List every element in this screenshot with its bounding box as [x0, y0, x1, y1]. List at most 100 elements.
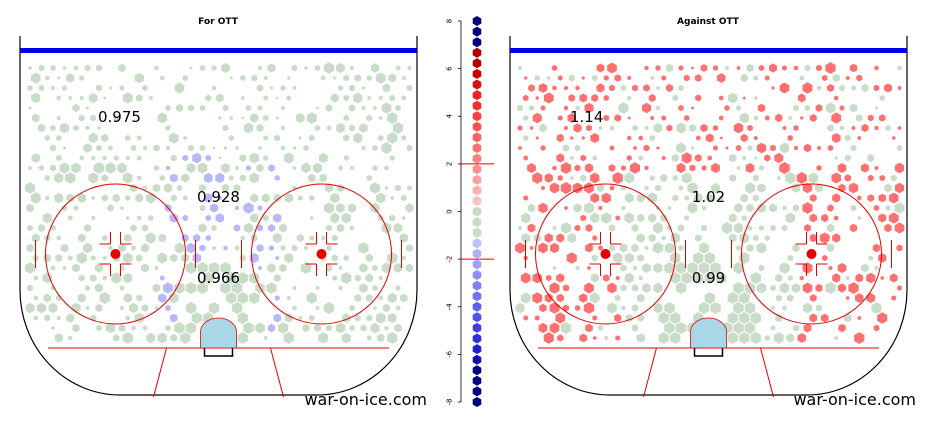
hex-cell: [802, 302, 813, 314]
hex-cell: [567, 232, 577, 244]
hex-cell: [562, 304, 570, 312]
hex-cell: [825, 102, 836, 114]
hex-cell: [631, 304, 639, 312]
hex-cell: [389, 214, 396, 222]
hex-cell: [84, 64, 91, 72]
hex-layer: [515, 62, 905, 344]
hex-cell: [50, 224, 56, 232]
hex-cell: [331, 234, 338, 242]
hex-cell: [280, 145, 286, 151]
goal-net: [693, 348, 724, 357]
hex-cell: [643, 144, 650, 152]
hex-cell: [359, 283, 368, 293]
hex-cell: [123, 293, 132, 303]
hex-cell: [239, 174, 246, 182]
hex-cell: [124, 233, 132, 243]
hex-cell: [366, 314, 373, 322]
zone-value-point: 1.14: [570, 108, 603, 126]
hex-cell: [256, 124, 264, 132]
hex-cell: [590, 193, 600, 203]
hex-cell: [849, 63, 858, 73]
hex-cell: [845, 75, 850, 81]
hex-cell: [632, 265, 638, 271]
hex-cell: [650, 75, 655, 81]
hex-cell: [532, 112, 542, 124]
hex-cell: [96, 64, 102, 72]
legend-tick-label: 2: [446, 162, 454, 166]
hex-cell: [208, 262, 220, 274]
hex-cell: [523, 195, 529, 201]
legend-swatch: [472, 90, 482, 101]
hex-cell: [330, 212, 340, 224]
hex-cell: [395, 104, 401, 112]
hex-cell: [580, 214, 587, 222]
hex-cell: [407, 185, 412, 191]
trapezoid-left: [153, 347, 167, 398]
hex-cell: [888, 212, 899, 224]
hex-cell: [574, 305, 581, 311]
hex-cell: [301, 162, 311, 174]
hex-cell: [816, 304, 822, 312]
hex-cell: [728, 213, 737, 223]
hex-cell: [713, 65, 718, 71]
hex-cell: [770, 284, 776, 292]
hex-cell: [250, 113, 259, 123]
hex-cell: [199, 65, 206, 71]
hex-cell: [399, 233, 408, 243]
hex-cell: [229, 116, 233, 120]
hex-cell: [27, 284, 33, 292]
hex-cell: [347, 203, 357, 213]
hex-cell: [71, 162, 81, 174]
hex-cell: [690, 146, 695, 150]
hex-cell: [378, 134, 384, 142]
hex-cell: [733, 262, 744, 274]
zone-value-slot: 1.02: [692, 188, 725, 206]
hex-cell: [758, 264, 765, 272]
legend-swatch: [472, 280, 482, 291]
hex-cell: [538, 242, 548, 254]
hex-cell: [343, 134, 350, 142]
hex-cell: [366, 174, 372, 182]
hex-cell: [333, 76, 337, 80]
hex-cell: [596, 63, 605, 73]
hex-cell: [678, 84, 684, 92]
hex-cell: [592, 155, 597, 161]
hex-cell: [719, 115, 724, 121]
legend-swatch: [472, 259, 482, 270]
hex-cell: [402, 216, 406, 220]
hex-cell: [785, 172, 796, 184]
hex-cell: [45, 75, 50, 81]
hex-cell: [868, 255, 874, 261]
hex-cell: [753, 75, 759, 81]
hex-cell: [26, 243, 34, 253]
hex-cell: [62, 66, 67, 70]
hex-cell: [154, 265, 159, 271]
hex-cell: [30, 192, 41, 204]
hex-cell: [753, 135, 758, 141]
hex-cell: [632, 84, 638, 92]
hex-cell: [324, 202, 334, 214]
hex-cell: [675, 262, 687, 274]
hex-cell: [280, 125, 286, 131]
hex-cell: [158, 233, 166, 243]
hex-cell: [775, 313, 783, 323]
faceoff-circle: [535, 183, 676, 325]
hex-cell: [372, 264, 378, 272]
hex-cell: [896, 145, 903, 151]
hex-cell: [105, 322, 116, 334]
hex-cell: [834, 215, 839, 221]
hex-cell: [258, 265, 262, 271]
hex-cell: [867, 194, 875, 202]
hex-cell: [592, 74, 598, 82]
hex-cell: [757, 203, 766, 213]
hex-cell: [33, 275, 38, 281]
hex-cell: [131, 325, 136, 331]
hex-cell: [734, 203, 743, 213]
hex-cell: [557, 175, 563, 181]
hex-cell: [735, 144, 742, 152]
hex-cell: [770, 325, 776, 331]
hex-cell: [601, 212, 612, 224]
hex-cell: [515, 242, 525, 254]
hex-cell: [261, 193, 270, 203]
hex-cell: [394, 323, 402, 333]
